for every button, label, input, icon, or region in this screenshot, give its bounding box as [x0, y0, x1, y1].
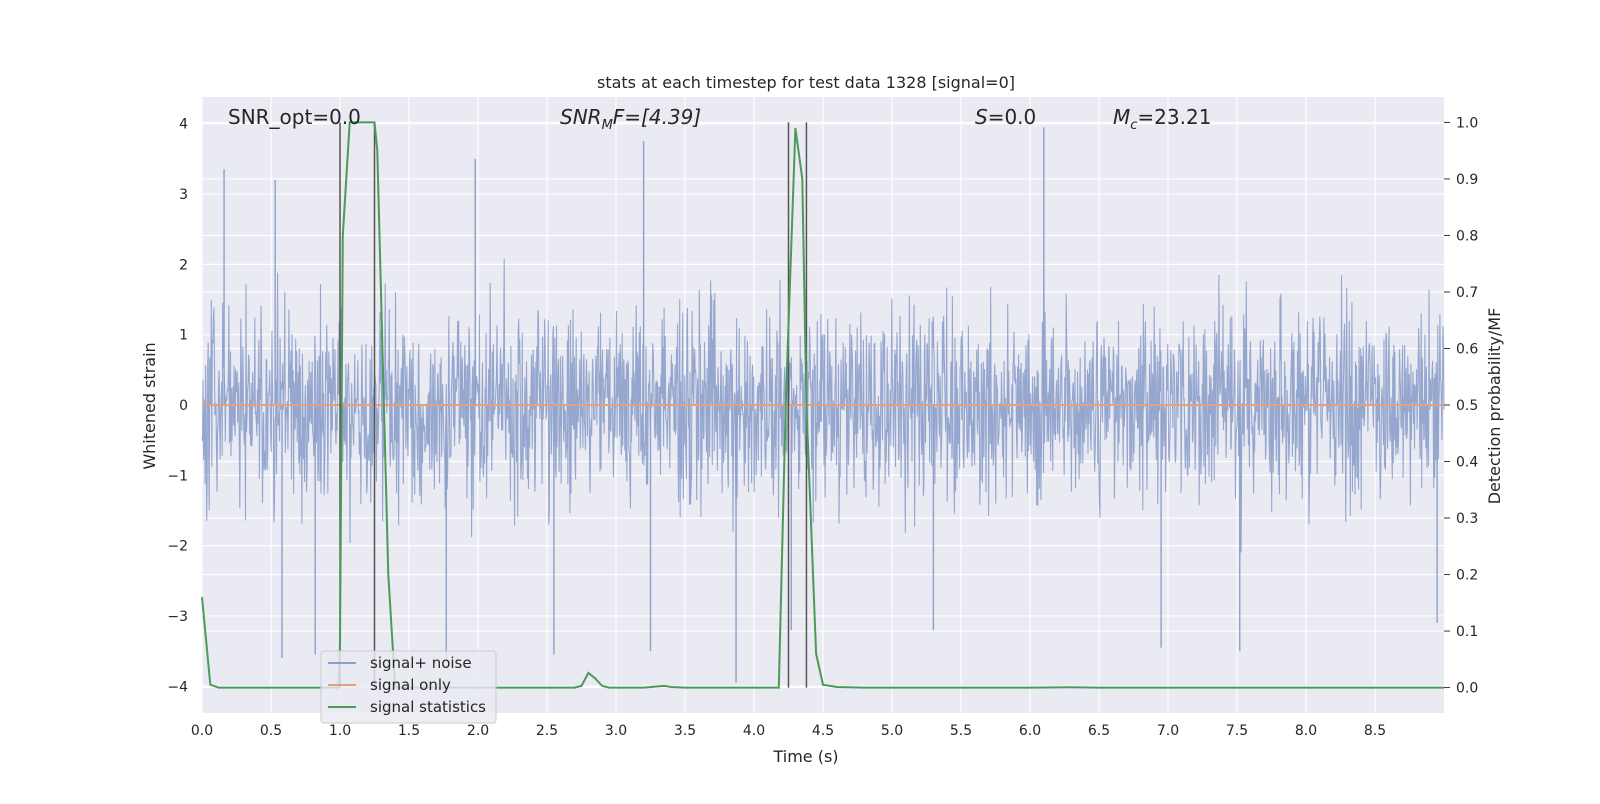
y-left-tick-label: −2: [167, 539, 188, 555]
signal-noise-trace: [201, 258, 1445, 553]
y-left-tick-label: 2: [179, 257, 188, 273]
y-left-tick-label: 1: [179, 328, 188, 344]
y-right-tick-label: 0.2: [1456, 568, 1478, 584]
x-tick-label: 7.5: [1226, 723, 1248, 739]
y-left-tick-label: 4: [179, 117, 188, 133]
y-left-tick-label: −4: [167, 679, 188, 695]
chart-title: stats at each timestep for test data 132…: [597, 73, 1015, 92]
y-right-tick-label: 0.7: [1456, 285, 1478, 301]
x-tick-label: 8.0: [1295, 723, 1317, 739]
x-tick-label: 0.5: [260, 723, 282, 739]
y-left-tick-label: 3: [179, 187, 188, 203]
annotation-s: S=0.0: [975, 105, 1036, 129]
y-axis-right-label: Detection probability/MF: [1485, 308, 1504, 505]
y-axis-left-label: Whitened strain: [140, 342, 159, 469]
y-right-tick-label: 0.8: [1456, 228, 1478, 244]
x-tick-label: 1.0: [329, 723, 351, 739]
legend-box: [320, 650, 497, 724]
y-right-tick-label: 0.0: [1456, 681, 1478, 697]
x-axis-label: Time (s): [772, 747, 838, 766]
y-right-tick-label: 0.3: [1456, 511, 1478, 527]
legend-label-signal-noise: signal+ noise: [370, 654, 472, 672]
x-tick-label: 8.5: [1364, 723, 1386, 739]
x-tick-label: 2.0: [467, 723, 489, 739]
y-right-tick-label: 0.9: [1456, 172, 1478, 188]
x-tick-label: 0.0: [191, 723, 213, 739]
x-tick-label: 3.5: [674, 723, 696, 739]
x-tick-label: 5.5: [950, 723, 972, 739]
annotation-snr-opt: SNR_opt=0.0: [228, 105, 361, 129]
legend-label-signal-only: signal only: [370, 676, 451, 694]
x-tick-label: 4.5: [812, 723, 834, 739]
annotation-mc: Mc=23.21: [1113, 105, 1211, 133]
y-left-tick-label: 0: [179, 398, 188, 414]
series-signal-noise: [201, 127, 1445, 683]
y-right-tick-label: 1.0: [1456, 115, 1478, 131]
annotation-snr-mf: SNRMF=[4.39]: [560, 105, 701, 133]
x-tick-label: 6.0: [1019, 723, 1041, 739]
x-tick-label: 5.0: [881, 723, 903, 739]
legend-label-signal-statistics: signal statistics: [370, 698, 486, 716]
legend: signal+ noise signal only signal statist…: [320, 650, 497, 724]
y-right-tick-label: 0.6: [1456, 341, 1478, 357]
x-tick-label: 4.0: [743, 723, 765, 739]
x-tick-label: 1.5: [398, 723, 420, 739]
x-tick-label: 3.0: [605, 723, 627, 739]
x-tick-label: 6.5: [1088, 723, 1110, 739]
y-right-tick-label: 0.4: [1456, 455, 1478, 471]
y-right-tick-label: 0.5: [1456, 398, 1478, 414]
y-left-tick-label: −1: [167, 468, 188, 484]
series-signal-statistics: [201, 121, 1444, 689]
y-right-tick-label: 0.1: [1456, 624, 1478, 640]
y-left-tick-label: −3: [167, 609, 188, 625]
x-tick-label: 2.5: [536, 723, 558, 739]
x-tick-label: 7.0: [1157, 723, 1179, 739]
axis-ticks: 0.0 0.5 1.0 1.5 2.0 2.5 3.0 3.5 4.0 4.5 5.0 5.5 6.0 6…: [167, 115, 1478, 739]
